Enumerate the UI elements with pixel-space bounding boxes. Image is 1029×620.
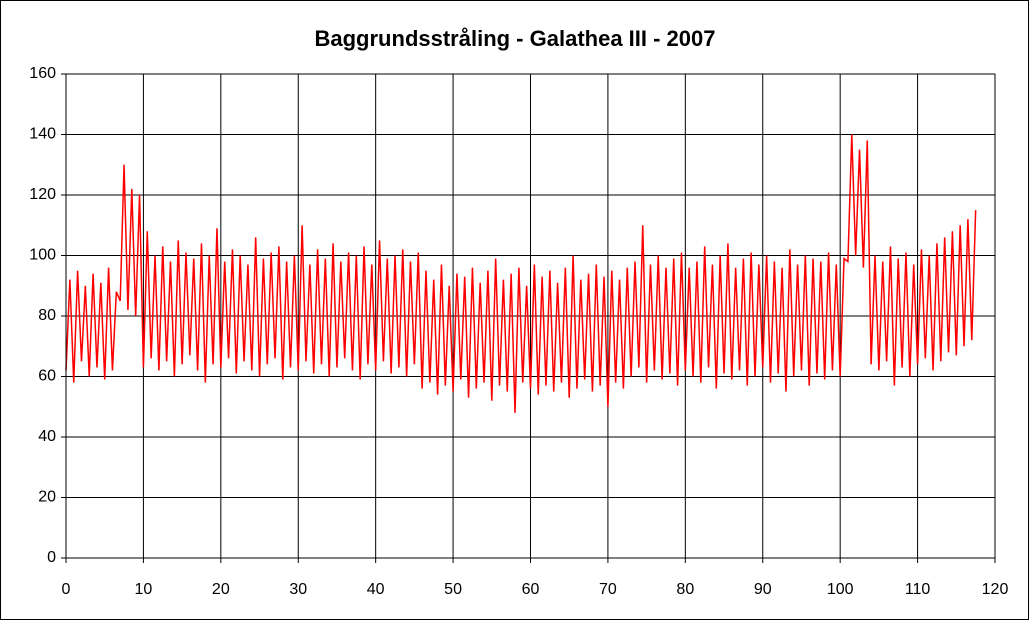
y-tick-label: 40 — [38, 428, 56, 445]
x-tick-label: 70 — [599, 581, 617, 598]
y-tick-label: 140 — [29, 126, 56, 143]
x-tick-label: 20 — [212, 581, 230, 598]
y-tick-label: 160 — [29, 65, 56, 82]
y-tick-label: 120 — [29, 186, 56, 203]
chart-title: Baggrundsstråling - Galathea III - 2007 — [315, 26, 716, 51]
y-tick-label: 20 — [38, 489, 56, 506]
y-tick-label: 80 — [38, 307, 56, 324]
y-tick-label: 60 — [38, 368, 56, 385]
x-tick-label: 40 — [367, 581, 385, 598]
x-tick-label: 90 — [754, 581, 772, 598]
data-line — [65, 134, 977, 413]
x-tick-label: 110 — [905, 581, 931, 598]
x-tick-label: 0 — [62, 581, 71, 598]
x-tick-label: 10 — [135, 581, 153, 598]
x-tick-label: 120 — [982, 581, 1009, 598]
y-tick-label: 0 — [47, 549, 56, 566]
x-tick-label: 60 — [522, 581, 540, 598]
x-tick-label: 30 — [289, 581, 307, 598]
x-tick-label: 80 — [676, 581, 694, 598]
y-tick-label: 100 — [29, 247, 56, 264]
x-tick-label: 100 — [827, 581, 854, 598]
x-tick-label: 50 — [444, 581, 462, 598]
